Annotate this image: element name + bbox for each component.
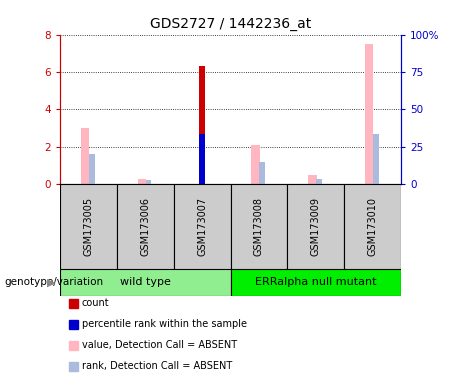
- Bar: [230, 269, 401, 296]
- Bar: [117, 184, 174, 269]
- Text: GDS2727 / 1442236_at: GDS2727 / 1442236_at: [150, 17, 311, 31]
- Bar: [60, 184, 117, 269]
- Text: ERRalpha null mutant: ERRalpha null mutant: [255, 277, 377, 287]
- Text: GSM173010: GSM173010: [367, 197, 378, 256]
- Text: value, Detection Call = ABSENT: value, Detection Call = ABSENT: [82, 340, 236, 350]
- Text: ▶: ▶: [47, 277, 55, 287]
- Text: GSM173009: GSM173009: [311, 197, 321, 256]
- Text: wild type: wild type: [120, 277, 171, 287]
- Bar: [316, 179, 322, 184]
- Text: genotype/variation: genotype/variation: [5, 277, 104, 287]
- Bar: [89, 154, 95, 184]
- Bar: [251, 145, 260, 184]
- Bar: [287, 184, 344, 269]
- Text: rank, Detection Call = ABSENT: rank, Detection Call = ABSENT: [82, 361, 232, 371]
- Bar: [81, 128, 89, 184]
- Bar: [199, 134, 205, 184]
- Bar: [308, 175, 317, 184]
- Bar: [137, 179, 146, 184]
- Text: count: count: [82, 298, 109, 308]
- Text: GSM173007: GSM173007: [197, 197, 207, 256]
- Bar: [344, 184, 401, 269]
- Bar: [174, 184, 230, 269]
- Text: percentile rank within the sample: percentile rank within the sample: [82, 319, 247, 329]
- Bar: [146, 180, 152, 184]
- Bar: [260, 162, 265, 184]
- Bar: [365, 44, 373, 184]
- Bar: [60, 269, 230, 296]
- Bar: [373, 134, 379, 184]
- Bar: [230, 184, 287, 269]
- Bar: [199, 66, 205, 184]
- Text: GSM173005: GSM173005: [83, 197, 94, 256]
- Text: GSM173006: GSM173006: [140, 197, 150, 256]
- Text: GSM173008: GSM173008: [254, 197, 264, 256]
